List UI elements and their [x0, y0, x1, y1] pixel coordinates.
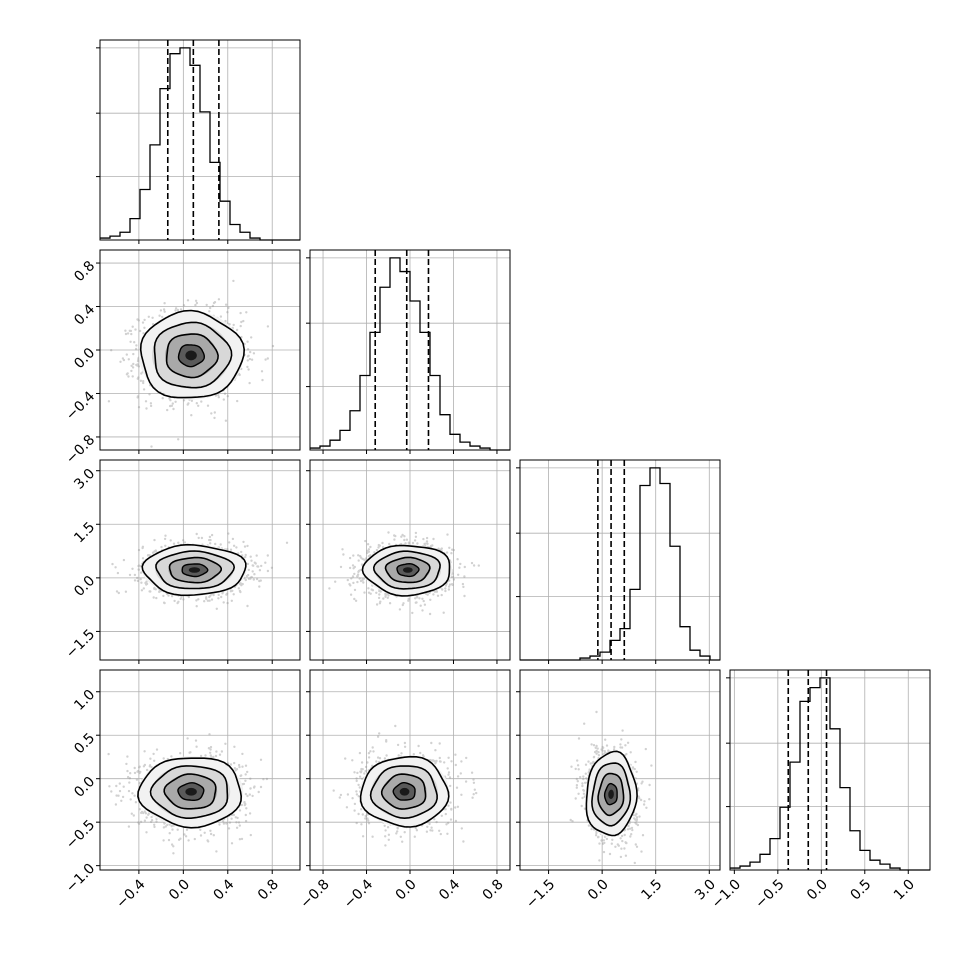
x-tick-label: 0.0 [804, 876, 831, 903]
y-tick-label: 0.0 [71, 345, 98, 372]
panel-frame [519, 459, 721, 661]
y-tick-label: 1.5 [71, 519, 98, 546]
contour-line [168, 556, 222, 584]
contour-line [137, 757, 243, 829]
x-tick-label: −1.5 [523, 876, 558, 911]
x-tick-label: −0.4 [113, 876, 148, 911]
contour-line [155, 550, 236, 590]
panel-content [310, 670, 510, 870]
contour-line [141, 543, 247, 597]
contour-line [603, 782, 618, 806]
contour-line [392, 782, 416, 801]
histogram-panel-2 [516, 459, 721, 664]
density-fill [185, 350, 197, 361]
contour-line [163, 773, 217, 810]
pair-panel-1-2 [306, 459, 511, 664]
panel-frame [99, 39, 301, 241]
pair-panel-1-3 [306, 669, 511, 874]
y-tick-label: −0.5 [63, 817, 98, 852]
x-tick-label: 0.5 [847, 876, 874, 903]
contour-line [372, 550, 441, 590]
x-tick-label: 0.8 [480, 876, 507, 903]
panel-frame [99, 459, 301, 661]
x-tick-label: 0.4 [210, 876, 237, 903]
y-tick-label: −1.0 [63, 861, 98, 896]
x-tick-label: 1.5 [638, 876, 665, 903]
y-tick-label: −1.5 [63, 626, 98, 661]
panel-frame [99, 669, 301, 871]
contour-line [139, 309, 246, 399]
contour-line [149, 765, 229, 819]
contour-line [177, 344, 206, 368]
panel-content [310, 460, 510, 660]
contour-line [597, 772, 625, 817]
contour-line [396, 562, 420, 578]
contour-line [165, 333, 219, 379]
panel-content [100, 250, 300, 450]
x-tick-label: 0.0 [166, 876, 193, 903]
y-tick-label: 0.5 [71, 730, 98, 757]
pair-panel-0-3 [96, 669, 301, 874]
density-fill [399, 787, 410, 796]
contour-line [359, 755, 450, 828]
contour-line [591, 762, 632, 827]
panel-frame [519, 669, 721, 871]
contour-line [369, 765, 438, 820]
y-tick-label: 1.0 [71, 687, 98, 714]
contour-line [153, 321, 233, 389]
pair-panel-0-1 [96, 249, 301, 454]
contour-line [361, 544, 451, 597]
y-tick-label: 3.0 [71, 466, 98, 493]
density-fill [402, 567, 413, 573]
x-tick-label: −1.0 [709, 876, 744, 911]
contour-line [380, 773, 427, 810]
x-tick-label: 0.0 [585, 876, 612, 903]
panel-frame [729, 669, 931, 871]
panel-content [100, 460, 300, 660]
x-tick-label: 1.0 [891, 876, 918, 903]
pair-panel-2-3 [516, 669, 721, 874]
histogram-step [100, 47, 300, 241]
y-tick-label: 0.0 [71, 573, 98, 600]
contour-line [585, 750, 638, 837]
y-tick-label: 0.8 [71, 258, 98, 285]
histogram-panel-1 [306, 249, 511, 454]
x-tick-label: 0.8 [255, 876, 282, 903]
pair-panel-0-2 [96, 459, 301, 664]
y-tick-label: 0.0 [71, 774, 98, 801]
histogram-panel-0 [96, 39, 301, 244]
contour-line [181, 563, 209, 578]
histogram-step [730, 677, 930, 871]
panel-content [100, 670, 300, 870]
histogram-step [520, 467, 720, 661]
density-fill [188, 567, 201, 573]
contour-line [177, 782, 205, 801]
panel-content [520, 670, 720, 870]
x-tick-label: 0.4 [436, 876, 463, 903]
y-tick-label: −0.8 [63, 432, 98, 467]
x-tick-label: −0.5 [752, 876, 787, 911]
density-fill [185, 787, 197, 796]
contour-line [384, 556, 431, 584]
x-tick-label: −0.4 [341, 876, 376, 911]
x-tick-label: 0.0 [393, 876, 420, 903]
histogram-step [310, 257, 510, 451]
y-tick-label: 0.4 [71, 301, 98, 328]
density-fill [608, 789, 614, 800]
histogram-panel-3 [726, 669, 931, 874]
y-tick-label: −0.4 [63, 388, 98, 423]
x-tick-label: −0.8 [297, 876, 332, 911]
